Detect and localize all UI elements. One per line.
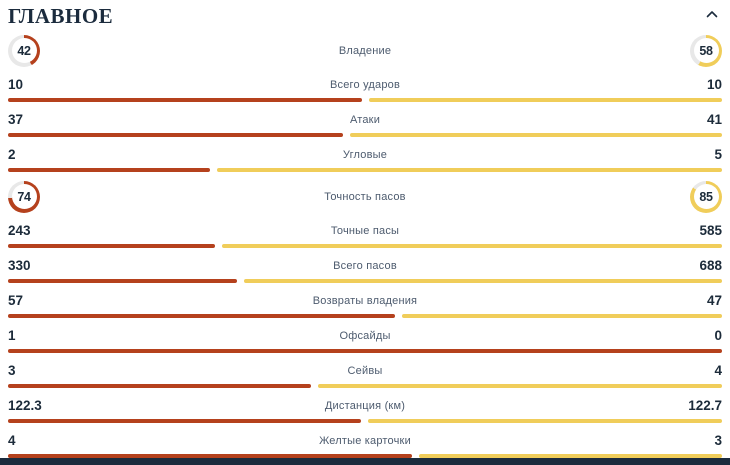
stat-row-bar: 4 Желтые карточки 3 bbox=[0, 427, 730, 462]
stat-row-bar: 3 Сейвы 4 bbox=[0, 357, 730, 392]
away-bar-segment bbox=[419, 454, 722, 458]
comparison-bar bbox=[8, 133, 722, 137]
stat-label: Точность пасов bbox=[324, 190, 406, 203]
away-value: 4 bbox=[714, 363, 722, 378]
home-value: 37 bbox=[8, 112, 24, 127]
home-value: 2 bbox=[8, 147, 16, 162]
comparison-bar bbox=[8, 454, 722, 458]
stat-label: Сейвы bbox=[347, 364, 383, 377]
home-bar-segment bbox=[8, 384, 311, 388]
stat-values-line: 2 Угловые 5 bbox=[8, 141, 722, 165]
stat-row-bar: 330 Всего пасов 688 bbox=[0, 252, 730, 287]
comparison-bar bbox=[8, 168, 722, 172]
home-value: 1 bbox=[8, 328, 16, 343]
comparison-bar bbox=[8, 98, 722, 102]
away-bar-segment bbox=[402, 314, 722, 318]
stat-row-bar: 37 Атаки 41 bbox=[0, 106, 730, 141]
section-header: ГЛАВНОЕ bbox=[0, 0, 730, 30]
away-value: 585 bbox=[699, 223, 722, 238]
away-value: 10 bbox=[706, 77, 722, 92]
away-donut-value: 58 bbox=[693, 38, 719, 63]
comparison-bar bbox=[8, 279, 722, 283]
away-bar-segment bbox=[217, 168, 722, 172]
stat-values-line: 330 Всего пасов 688 bbox=[8, 252, 722, 276]
away-value: 47 bbox=[706, 293, 722, 308]
stats-rows: 42 Владение 58 10 Всего ударов 10 37 Ата… bbox=[0, 30, 730, 462]
stat-row-bar: 10 Всего ударов 10 bbox=[0, 71, 730, 106]
home-value: 57 bbox=[8, 293, 24, 308]
stat-values-line: 3 Сейвы 4 bbox=[8, 357, 722, 381]
away-value: 688 bbox=[699, 258, 722, 273]
home-donut-value: 74 bbox=[11, 184, 37, 209]
away-value: 0 bbox=[714, 328, 722, 343]
comparison-bar bbox=[8, 349, 722, 353]
stat-label: Дистанция (км) bbox=[324, 399, 406, 412]
home-value: 3 bbox=[8, 363, 16, 378]
stat-values-line: 57 Возвраты владения 47 bbox=[8, 287, 722, 311]
away-bar-segment bbox=[222, 244, 722, 248]
away-value: 5 bbox=[714, 147, 722, 162]
stat-values-line: 243 Точные пасы 585 bbox=[8, 217, 722, 241]
stat-label: Всего ударов bbox=[329, 78, 401, 91]
home-value: 10 bbox=[8, 77, 24, 92]
home-bar-segment bbox=[8, 244, 216, 248]
home-bar-segment bbox=[8, 133, 344, 137]
away-bar-segment bbox=[367, 419, 722, 423]
stat-row-circle: 74 Точность пасов 85 bbox=[0, 176, 730, 217]
stat-label: Всего пасов bbox=[333, 259, 397, 272]
stat-row-bar: 1 Офсайды 0 bbox=[0, 322, 730, 357]
away-donut: 58 bbox=[690, 34, 722, 67]
home-bar-segment bbox=[8, 168, 210, 172]
away-bar-segment bbox=[350, 133, 722, 137]
stat-label: Атаки bbox=[349, 113, 381, 126]
comparison-bar bbox=[8, 419, 722, 423]
away-value: 41 bbox=[706, 112, 722, 127]
home-value: 122.3 bbox=[8, 398, 42, 413]
comparison-bar bbox=[8, 314, 722, 318]
home-bar-segment bbox=[8, 349, 722, 353]
away-bar-segment bbox=[368, 98, 722, 102]
home-bar-segment bbox=[8, 314, 396, 318]
home-value: 330 bbox=[8, 258, 31, 273]
home-bar-segment bbox=[8, 98, 362, 102]
stat-values-line: 10 Всего ударов 10 bbox=[8, 71, 722, 95]
stat-row-bar: 2 Угловые 5 bbox=[0, 141, 730, 176]
comparison-bar bbox=[8, 244, 722, 248]
home-donut-value: 42 bbox=[11, 38, 37, 63]
away-bar-segment bbox=[244, 279, 722, 283]
comparison-bar bbox=[8, 384, 722, 388]
away-value: 122.7 bbox=[688, 398, 722, 413]
stat-row-bar: 122.3 Дистанция (км) 122.7 bbox=[0, 392, 730, 427]
stat-values-line: 4 Желтые карточки 3 bbox=[8, 427, 722, 451]
section-title: ГЛАВНОЕ bbox=[8, 4, 114, 28]
home-value: 4 bbox=[8, 433, 16, 448]
collapse-section-button[interactable] bbox=[704, 8, 720, 20]
home-bar-segment bbox=[8, 279, 238, 283]
home-donut: 74 bbox=[8, 180, 40, 213]
chevron-up-icon bbox=[706, 6, 718, 21]
stat-row-circle: 42 Владение 58 bbox=[0, 30, 730, 71]
away-donut-value: 85 bbox=[693, 184, 719, 209]
away-bar-segment bbox=[318, 384, 722, 388]
stat-label: Точные пасы bbox=[330, 224, 400, 237]
next-section-strip bbox=[0, 458, 730, 465]
home-bar-segment bbox=[8, 419, 361, 423]
home-bar-segment bbox=[8, 454, 412, 458]
away-donut: 85 bbox=[690, 180, 722, 213]
stat-row-bar: 57 Возвраты владения 47 bbox=[0, 287, 730, 322]
home-value: 243 bbox=[8, 223, 31, 238]
stat-values-line: 122.3 Дистанция (км) 122.7 bbox=[8, 392, 722, 416]
away-value: 3 bbox=[714, 433, 722, 448]
stat-label: Возвраты владения bbox=[312, 294, 418, 307]
stat-row-bar: 243 Точные пасы 585 bbox=[0, 217, 730, 252]
stat-label: Офсайды bbox=[339, 329, 391, 342]
home-donut: 42 bbox=[8, 34, 40, 67]
stat-values-line: 37 Атаки 41 bbox=[8, 106, 722, 130]
stat-label: Угловые bbox=[342, 148, 388, 161]
stat-values-line: 1 Офсайды 0 bbox=[8, 322, 722, 346]
stat-label: Желтые карточки bbox=[319, 434, 411, 447]
stat-label: Владение bbox=[338, 44, 392, 57]
